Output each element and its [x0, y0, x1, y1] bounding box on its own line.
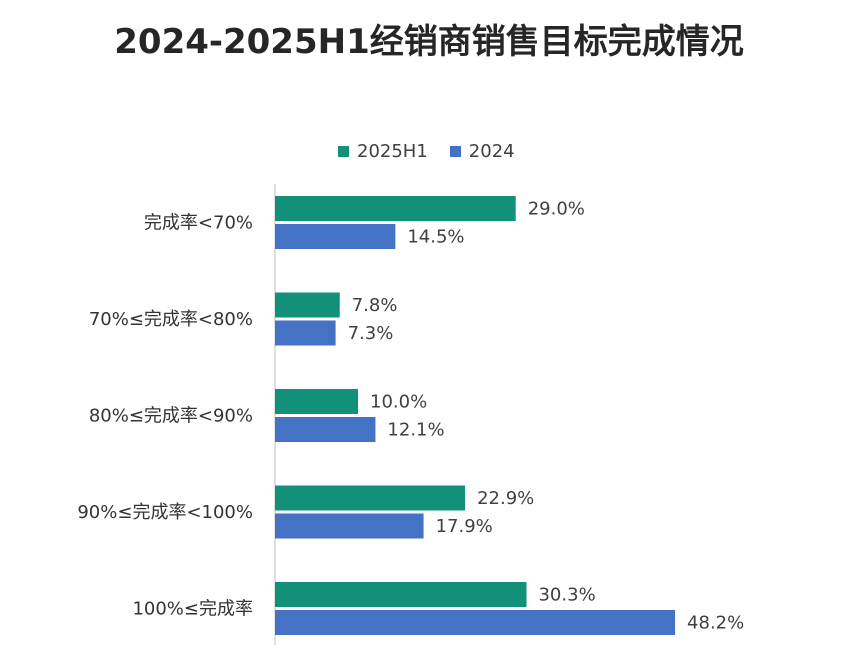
data-label: 7.3% — [348, 323, 394, 344]
bar-2024 — [275, 610, 676, 635]
data-label: 29.0% — [528, 199, 585, 220]
category-label: 完成率<70% — [144, 213, 253, 234]
data-label: 48.2% — [687, 613, 744, 634]
legend-swatch-2024 — [449, 146, 461, 157]
data-label: 7.8% — [352, 295, 398, 316]
data-label: 30.3% — [538, 585, 595, 606]
bar-2024 — [275, 417, 376, 442]
category-label: 70%≤完成率<80% — [89, 309, 253, 330]
bar-2025h1 — [275, 582, 527, 607]
category-label: 80%≤完成率<90% — [89, 406, 253, 427]
legend-label-2025h1: 2025H1 — [357, 141, 428, 162]
legend: 2025H1 2024 — [338, 141, 537, 162]
data-label: 22.9% — [477, 488, 534, 509]
bar-2025h1 — [275, 196, 516, 221]
bar-2025h1 — [275, 292, 340, 318]
legend-label-2024: 2024 — [468, 141, 515, 162]
legend-item-2025h1: 2025H1 — [338, 141, 428, 162]
data-label: 14.5% — [407, 227, 464, 248]
legend-item-2024: 2024 — [449, 141, 515, 162]
bar-2024 — [275, 513, 424, 539]
chart-title: 2024-2025H1经销商销售目标完成情况 — [114, 22, 744, 62]
data-label: 12.1% — [387, 420, 444, 441]
category-label: 90%≤完成率<100% — [77, 502, 253, 523]
bar-2024 — [275, 320, 336, 346]
bar-2025h1 — [275, 485, 466, 511]
category-label: 100%≤完成率 — [132, 599, 253, 620]
bar-2025h1 — [275, 389, 358, 414]
bar-2024 — [275, 224, 396, 249]
data-label: 17.9% — [436, 516, 493, 537]
legend-swatch-2025h1 — [338, 146, 349, 157]
data-label: 10.0% — [370, 392, 427, 413]
